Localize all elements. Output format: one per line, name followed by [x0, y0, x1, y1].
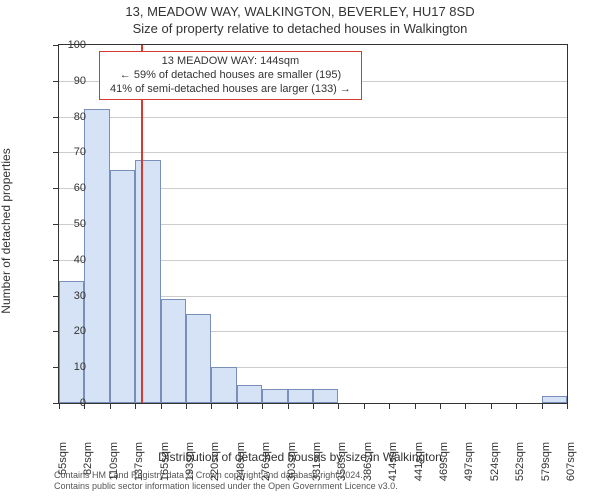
- x-tick-label: 248sqm: [235, 442, 247, 500]
- x-tick-mark: [389, 404, 390, 409]
- x-tick-mark: [338, 404, 339, 409]
- histogram-bar: [237, 385, 262, 403]
- x-tick-mark: [211, 404, 212, 409]
- histogram-bar: [288, 389, 313, 403]
- x-tick-mark: [465, 404, 466, 409]
- x-tick-label: 82sqm: [82, 442, 94, 500]
- x-tick-label: 607sqm: [565, 442, 577, 500]
- y-tick-mark: [53, 331, 58, 332]
- histogram-bar: [135, 160, 160, 403]
- histogram-bar: [84, 109, 109, 403]
- x-tick-label: 469sqm: [438, 442, 450, 500]
- y-tick-label: 30: [46, 290, 86, 302]
- x-tick-mark: [516, 404, 517, 409]
- x-tick-label: 137sqm: [133, 442, 145, 500]
- x-tick-label: 165sqm: [159, 442, 171, 500]
- y-tick-label: 20: [46, 325, 86, 337]
- x-tick-label: 358sqm: [336, 442, 348, 500]
- y-tick-mark: [53, 367, 58, 368]
- annotation-line2: ← 59% of detached houses are smaller (19…: [110, 69, 351, 83]
- annotation-line1: 13 MEADOW WAY: 144sqm: [110, 55, 351, 69]
- histogram-bar: [161, 299, 186, 403]
- x-tick-label: 441sqm: [413, 442, 425, 500]
- x-tick-mark: [84, 404, 85, 409]
- histogram-bar: [110, 170, 135, 403]
- x-tick-mark: [567, 404, 568, 409]
- y-tick-label: 90: [46, 75, 86, 87]
- annotation-line3: 41% of semi-detached houses are larger (…: [110, 83, 351, 97]
- x-tick-mark: [135, 404, 136, 409]
- x-tick-mark: [110, 404, 111, 409]
- y-tick-mark: [53, 81, 58, 82]
- x-tick-label: 497sqm: [463, 442, 475, 500]
- x-tick-label: 524sqm: [489, 442, 501, 500]
- y-tick-label: 40: [46, 254, 86, 266]
- histogram-bar: [313, 389, 338, 403]
- plot-area: 13 MEADOW WAY: 144sqm← 59% of detached h…: [58, 44, 568, 404]
- x-tick-label: 331sqm: [311, 442, 323, 500]
- y-tick-label: 60: [46, 182, 86, 194]
- y-tick-label: 80: [46, 111, 86, 123]
- histogram-bar: [262, 389, 287, 403]
- y-tick-label: 100: [46, 39, 86, 51]
- y-tick-label: 10: [46, 361, 86, 373]
- x-tick-mark: [364, 404, 365, 409]
- x-tick-mark: [59, 404, 60, 409]
- annotation-box: 13 MEADOW WAY: 144sqm← 59% of detached h…: [99, 51, 362, 100]
- histogram-bar: [542, 396, 567, 403]
- x-tick-mark: [262, 404, 263, 409]
- x-tick-label: 220sqm: [209, 442, 221, 500]
- y-tick-label: 70: [46, 146, 86, 158]
- y-tick-mark: [53, 296, 58, 297]
- y-tick-mark: [53, 224, 58, 225]
- histogram-bar: [211, 367, 236, 403]
- title-block: 13, MEADOW WAY, WALKINGTON, BEVERLEY, HU…: [0, 4, 600, 36]
- x-tick-mark: [161, 404, 162, 409]
- title-line1: 13, MEADOW WAY, WALKINGTON, BEVERLEY, HU…: [0, 4, 600, 19]
- y-tick-label: 0: [46, 397, 86, 409]
- gridline-h: [59, 152, 567, 153]
- x-tick-label: 579sqm: [540, 442, 552, 500]
- y-axis-label: Number of detached properties: [0, 148, 13, 313]
- x-tick-mark: [415, 404, 416, 409]
- y-tick-mark: [53, 403, 58, 404]
- x-tick-label: 552sqm: [514, 442, 526, 500]
- y-tick-label: 50: [46, 218, 86, 230]
- gridline-h: [59, 117, 567, 118]
- title-line2: Size of property relative to detached ho…: [0, 21, 600, 36]
- x-tick-mark: [237, 404, 238, 409]
- x-tick-mark: [491, 404, 492, 409]
- x-tick-label: 55sqm: [57, 442, 69, 500]
- x-tick-mark: [288, 404, 289, 409]
- chart-container: 13, MEADOW WAY, WALKINGTON, BEVERLEY, HU…: [0, 0, 600, 500]
- x-tick-label: 110sqm: [108, 442, 120, 500]
- y-tick-mark: [53, 152, 58, 153]
- x-tick-label: 414sqm: [387, 442, 399, 500]
- y-tick-mark: [53, 117, 58, 118]
- y-tick-mark: [53, 188, 58, 189]
- x-tick-mark: [313, 404, 314, 409]
- y-tick-mark: [53, 260, 58, 261]
- x-tick-mark: [440, 404, 441, 409]
- x-tick-label: 303sqm: [286, 442, 298, 500]
- x-tick-mark: [186, 404, 187, 409]
- histogram-bar: [186, 314, 211, 404]
- x-tick-mark: [542, 404, 543, 409]
- x-tick-label: 193sqm: [184, 442, 196, 500]
- x-tick-label: 276sqm: [260, 442, 272, 500]
- y-tick-mark: [53, 45, 58, 46]
- x-tick-label: 386sqm: [362, 442, 374, 500]
